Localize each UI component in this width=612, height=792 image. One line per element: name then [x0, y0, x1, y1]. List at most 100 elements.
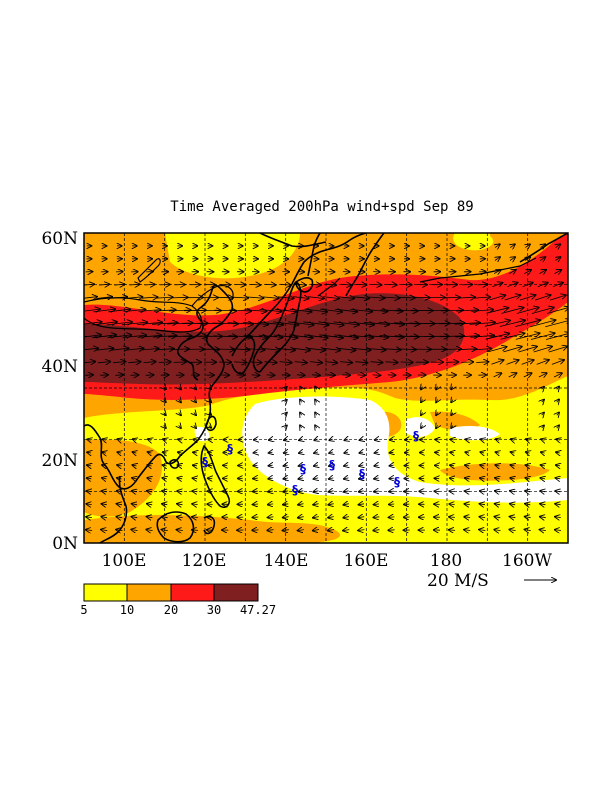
- wind-vector: [458, 349, 476, 350]
- wind-vector: [359, 465, 363, 466]
- wind-vector: [95, 348, 113, 350]
- wind-vector: [294, 362, 307, 363]
- wind-vector: [117, 452, 121, 453]
- wind-vector: [344, 478, 349, 479]
- wind-vector: [268, 517, 274, 518]
- wind-vector: [516, 308, 539, 314]
- wind-vector: [298, 530, 304, 531]
- wind-vector: [296, 375, 305, 376]
- coastline-kamchatka: [345, 233, 385, 297]
- wind-vector: [213, 336, 237, 337]
- wind-vector: [530, 333, 555, 340]
- wind-vector: [522, 283, 533, 287]
- wind-vector: [540, 504, 546, 505]
- wind-vector: [368, 297, 385, 298]
- map-frame: [83, 232, 569, 544]
- wind-vector: [177, 517, 183, 518]
- wind-vector: [385, 362, 398, 363]
- wind-vector: [289, 309, 312, 312]
- wind-vector: [523, 373, 532, 377]
- wind-vector: [375, 452, 379, 453]
- wind-vector: [359, 491, 364, 492]
- wind-vector: [525, 257, 530, 260]
- wind-vector: [451, 413, 453, 416]
- wind-vector: [459, 297, 475, 298]
- shade-darkred: [84, 293, 465, 385]
- wind-vector: [450, 465, 454, 466]
- wind-vector: [470, 335, 495, 337]
- wind-vector: [555, 504, 561, 505]
- wind-vector: [328, 517, 334, 518]
- wind-vector: [288, 322, 313, 325]
- wind-vector: [178, 478, 183, 479]
- colorbar-swatch-20-30: [170, 583, 215, 602]
- wind-vector: [158, 362, 171, 363]
- wind-vector: [267, 530, 274, 531]
- wind-vector: [389, 517, 395, 518]
- wind-vector: [300, 387, 302, 390]
- wind-vector: [179, 400, 181, 403]
- coastline-russia-coast: [245, 233, 367, 339]
- wind-vector: [168, 310, 191, 311]
- wind-vector: [519, 295, 536, 301]
- wind-vector: [87, 465, 91, 466]
- typhoon-icon: §: [227, 442, 233, 456]
- wind-vector: [510, 478, 515, 479]
- wind-vector: [84, 309, 100, 312]
- colorbar: 5 10 20 30 47.27: [80, 583, 276, 617]
- wind-vector: [84, 297, 97, 299]
- wind-vector: [441, 310, 463, 311]
- wind-vector: [508, 373, 517, 377]
- wind-vector: [556, 465, 560, 466]
- wind-vector: [451, 387, 453, 390]
- wind-vector: [480, 465, 484, 466]
- wind-vector: [556, 452, 560, 453]
- wind-vector: [515, 333, 540, 340]
- wind-vector: [480, 452, 484, 453]
- wind-vector: [167, 336, 192, 337]
- wind-vector: [551, 360, 564, 365]
- wind-vector: [557, 425, 559, 428]
- wind-vector: [193, 452, 197, 453]
- wind-vector: [510, 517, 516, 518]
- wind-vector: [394, 323, 419, 324]
- wind-vector: [264, 362, 277, 363]
- wind-vector: [100, 375, 108, 376]
- wind-vector: [84, 362, 95, 363]
- wind-vector: [352, 348, 370, 350]
- wind-vector: [268, 491, 273, 492]
- wind-vector: [148, 465, 152, 466]
- wind-vector: [86, 530, 93, 531]
- wind-vector: [525, 530, 531, 531]
- wind-vector: [451, 400, 453, 403]
- wind-vector: [348, 322, 374, 325]
- wind-vector: [556, 244, 561, 247]
- wind-vector: [449, 517, 455, 518]
- wind-vector: [99, 284, 109, 285]
- wind-vector: [291, 348, 310, 350]
- wind-vector: [465, 452, 469, 453]
- wind-vector: [269, 439, 272, 440]
- wind-vector: [540, 517, 546, 518]
- coastline-aleutians: [317, 257, 537, 297]
- wind-vector: [132, 504, 137, 505]
- wind-vector: [84, 335, 101, 338]
- wind-vector: [440, 336, 464, 337]
- wind-vector: [315, 425, 317, 428]
- wind-vector: [526, 465, 530, 466]
- wind-vector: [507, 283, 518, 287]
- wind-vector: [450, 452, 454, 453]
- wind-vector: [163, 452, 167, 453]
- wind-vector: [123, 309, 146, 311]
- wind-vector: [309, 362, 322, 363]
- colorbar-swatch-5-10: [83, 583, 128, 602]
- wind-vector: [147, 504, 152, 505]
- wind-vector: [495, 517, 501, 518]
- wind-vector: [115, 375, 123, 376]
- wind-vector: [216, 349, 234, 350]
- wind-vector: [344, 491, 349, 492]
- wind-vector: [542, 413, 544, 416]
- wind-vector: [328, 530, 335, 531]
- wind-vector: [217, 297, 233, 298]
